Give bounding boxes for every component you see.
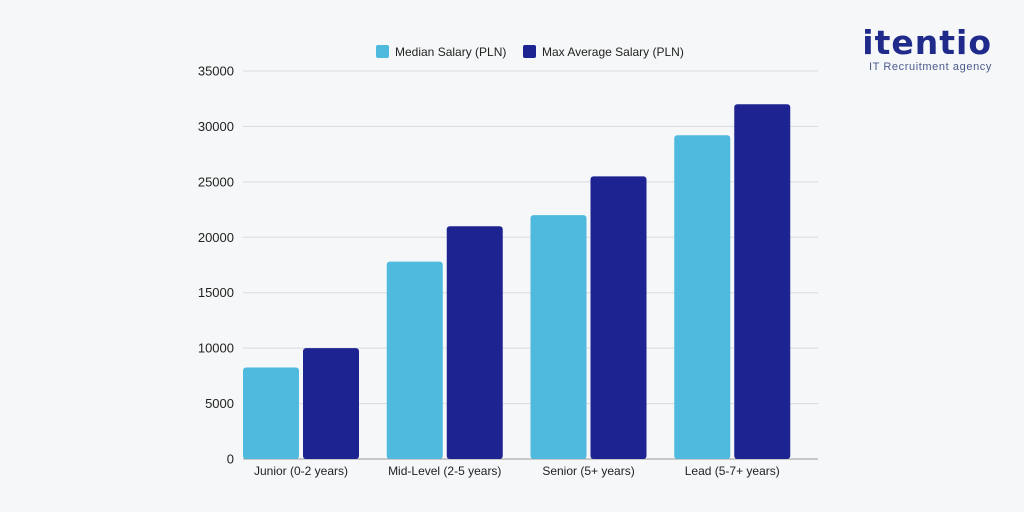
x-axis-categories: Junior (0-2 years) Mid-Level (2-5 years) S… [254, 464, 780, 478]
bar-median [243, 367, 299, 459]
legend: Median Salary (PLN) Max Average Salary (P… [376, 45, 684, 59]
brand-name: itentio [862, 23, 992, 62]
legend-swatch [376, 45, 389, 58]
y-tick-label: 0 [227, 452, 234, 467]
y-axis-ticks: 0 5000 10000 15000 20000 25000 30000 35000 [198, 64, 234, 467]
legend-label: Median Salary (PLN) [395, 45, 506, 59]
bar-max [734, 104, 791, 459]
x-category-label: Senior (5+ years) [542, 464, 634, 478]
bars [243, 104, 791, 460]
bar-max [303, 348, 359, 459]
bar-max [446, 226, 503, 459]
y-tick-label: 35000 [198, 64, 234, 79]
y-tick-label: 30000 [198, 119, 234, 134]
brand-logo: itentio IT Recruitment agency [862, 23, 992, 74]
x-category-label: Junior (0-2 years) [254, 464, 348, 478]
legend-swatch [523, 45, 536, 58]
x-category-label: Lead (5-7+ years) [685, 464, 780, 478]
y-tick-label: 5000 [205, 396, 234, 411]
bar-median [386, 261, 443, 459]
y-tick-label: 20000 [198, 230, 234, 245]
bar-max [590, 176, 647, 460]
bar-median [674, 135, 731, 459]
y-tick-label: 25000 [198, 174, 234, 189]
y-tick-label: 10000 [198, 341, 234, 356]
legend-label: Max Average Salary (PLN) [542, 45, 684, 59]
x-category-label: Mid-Level (2-5 years) [388, 464, 501, 478]
brand-tagline: IT Recruitment agency [868, 61, 992, 73]
y-tick-label: 15000 [198, 285, 234, 300]
bar-median [530, 215, 587, 459]
